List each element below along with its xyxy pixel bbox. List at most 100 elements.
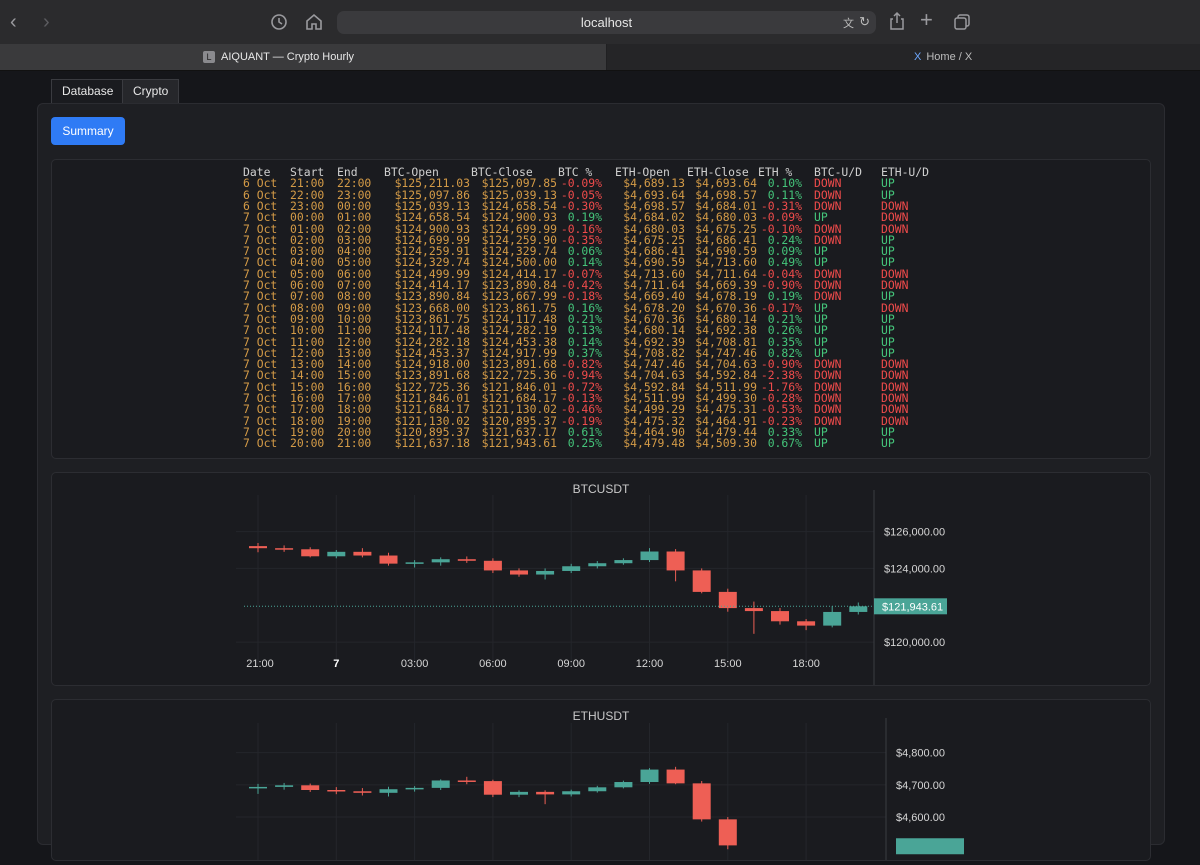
candle-body xyxy=(771,611,789,622)
table-cell: DOWN xyxy=(881,402,909,417)
table-cell: $124,900.93 xyxy=(394,221,470,236)
table-cell: 17:00 xyxy=(337,391,372,405)
table-cell: $124,117.48 xyxy=(481,311,557,326)
table-cell: 7 Oct xyxy=(243,379,278,394)
table-cell: $4,675.25 xyxy=(695,221,757,236)
table-cell: 0.67% xyxy=(767,436,802,451)
new-tab-icon[interactable]: + xyxy=(920,7,933,32)
table-cell: $124,658.54 xyxy=(481,198,557,213)
browser-tab-bar: L AIQUANT — Crypto Hourly X Home / X xyxy=(0,44,1200,71)
table-cell: 15:00 xyxy=(337,368,372,383)
candle-body xyxy=(562,566,581,571)
table-cell: UP xyxy=(881,345,895,360)
table-cell: 23:00 xyxy=(290,198,325,213)
btc-candlestick-chart[interactable]: BTCUSDT $126,000.00 $124,000.00 $120,000.00… xyxy=(52,473,1150,685)
table-cell: DOWN xyxy=(814,232,842,247)
back-icon[interactable]: ‹ xyxy=(10,11,17,33)
table-cell: $4,693.64 xyxy=(695,176,757,191)
candle-body xyxy=(431,559,450,563)
tab-overview-icon[interactable] xyxy=(953,13,971,31)
table-cell: 6 Oct xyxy=(243,176,278,191)
tab-crypto-hourly[interactable]: Crypto Hourly xyxy=(122,79,180,121)
y-tick-label: $4,700.00 xyxy=(896,780,945,792)
table-cell: 0.13% xyxy=(567,323,602,338)
table-cell: $124,918.00 xyxy=(394,357,470,372)
table-cell: $121,684.17 xyxy=(481,391,557,405)
candle-body xyxy=(718,819,737,846)
last-price-badge xyxy=(874,598,947,615)
table-cell: -2.38% xyxy=(760,368,802,383)
table-cell: $4,678.19 xyxy=(695,289,757,304)
table-cell: $125,039.13 xyxy=(481,187,557,202)
table-cell: 00:00 xyxy=(290,210,325,225)
table-cell: UP xyxy=(881,436,895,451)
table-cell: -0.31% xyxy=(760,198,802,213)
table-cell: $4,499.30 xyxy=(695,391,757,405)
table-cell: 19:00 xyxy=(337,413,372,428)
browser-tab-aiquant[interactable]: L AIQUANT — Crypto Hourly xyxy=(0,44,606,70)
candle-body xyxy=(353,551,372,556)
table-header-cell: ETH-Close xyxy=(687,165,749,179)
table-cell: 0.82% xyxy=(767,345,802,360)
table-cell: DOWN xyxy=(814,176,842,191)
tab-database[interactable]: Database xyxy=(51,79,125,103)
tab-title: Home / X xyxy=(926,51,973,63)
table-cell: $4,509.30 xyxy=(695,436,757,451)
table-cell: $123,891.68 xyxy=(394,368,470,383)
table-cell: 09:00 xyxy=(337,300,372,315)
table-cell: $4,669.40 xyxy=(623,289,685,304)
candle-body xyxy=(510,570,528,575)
translate-icon[interactable]: 文 xyxy=(843,18,854,30)
table-cell: DOWN xyxy=(814,187,842,202)
table-cell: 12:00 xyxy=(290,345,325,360)
table-cell: $4,464.91 xyxy=(695,413,757,428)
table-cell: 7 Oct xyxy=(243,368,278,383)
table-cell: $4,670.36 xyxy=(623,311,685,326)
candle-body xyxy=(666,769,685,784)
eth-chart-container: ETHUSDT $4,800.00 $4,700.00 $4,600.00 xyxy=(51,699,1151,865)
history-icon[interactable] xyxy=(270,13,288,31)
table-cell: DOWN xyxy=(814,368,842,383)
summary-table-text: Date Start End BTC-Open BTC-Close BTC % ETH-Op… xyxy=(52,160,1150,458)
table-cell: $121,684.17 xyxy=(394,402,470,417)
table-cell: $4,479.44 xyxy=(695,424,757,439)
table-cell: 10:00 xyxy=(337,311,372,326)
table-cell: 0.11% xyxy=(767,187,802,202)
browser-tab-x[interactable]: X Home / X xyxy=(607,44,1200,70)
table-cell: $4,675.25 xyxy=(623,232,685,247)
table-cell: 7 Oct xyxy=(243,323,278,338)
y-tick-label: $124,000.00 xyxy=(884,563,945,575)
table-cell: UP xyxy=(814,244,828,259)
candle-body xyxy=(849,606,868,612)
eth-candlestick-chart[interactable]: ETHUSDT $4,800.00 $4,700.00 $4,600.00 xyxy=(52,700,1150,865)
table-cell: $4,690.59 xyxy=(695,244,757,259)
table-cell: -0.23% xyxy=(760,413,802,428)
table-cell: -0.09% xyxy=(760,210,802,225)
address-bar[interactable]: localhost 文 ↻ xyxy=(337,11,876,34)
table-cell: UP xyxy=(881,176,895,191)
table-cell: $124,500.00 xyxy=(481,255,557,270)
table-cell: $4,693.64 xyxy=(623,187,685,202)
table-cell: $121,130.02 xyxy=(394,413,470,428)
table-cell: 16:00 xyxy=(290,391,325,405)
table-cell: $4,511.99 xyxy=(695,379,757,394)
table-cell: $122,725.36 xyxy=(394,379,470,394)
table-cell: UP xyxy=(881,323,895,338)
table-cell: 0.24% xyxy=(767,232,802,247)
table-cell: $4,698.57 xyxy=(623,198,685,213)
table-cell: 01:00 xyxy=(337,210,372,225)
table-cell: 0.33% xyxy=(767,424,802,439)
forward-icon[interactable]: › xyxy=(43,11,50,33)
table-cell: 7 Oct xyxy=(243,436,278,451)
table-cell: UP xyxy=(814,311,828,326)
table-cell: -0.90% xyxy=(760,278,802,292)
reload-icon[interactable]: ↻ xyxy=(859,14,870,29)
table-cell: $125,211.03 xyxy=(394,176,470,191)
table-cell: $4,686.41 xyxy=(623,244,685,259)
home-icon[interactable] xyxy=(304,12,324,31)
table-cell: $4,475.31 xyxy=(695,402,757,417)
share-icon[interactable] xyxy=(889,11,905,31)
summary-button[interactable]: Summary xyxy=(51,117,125,145)
table-header-cell: BTC-Close xyxy=(471,165,533,179)
table-cell: 14:00 xyxy=(337,357,372,372)
